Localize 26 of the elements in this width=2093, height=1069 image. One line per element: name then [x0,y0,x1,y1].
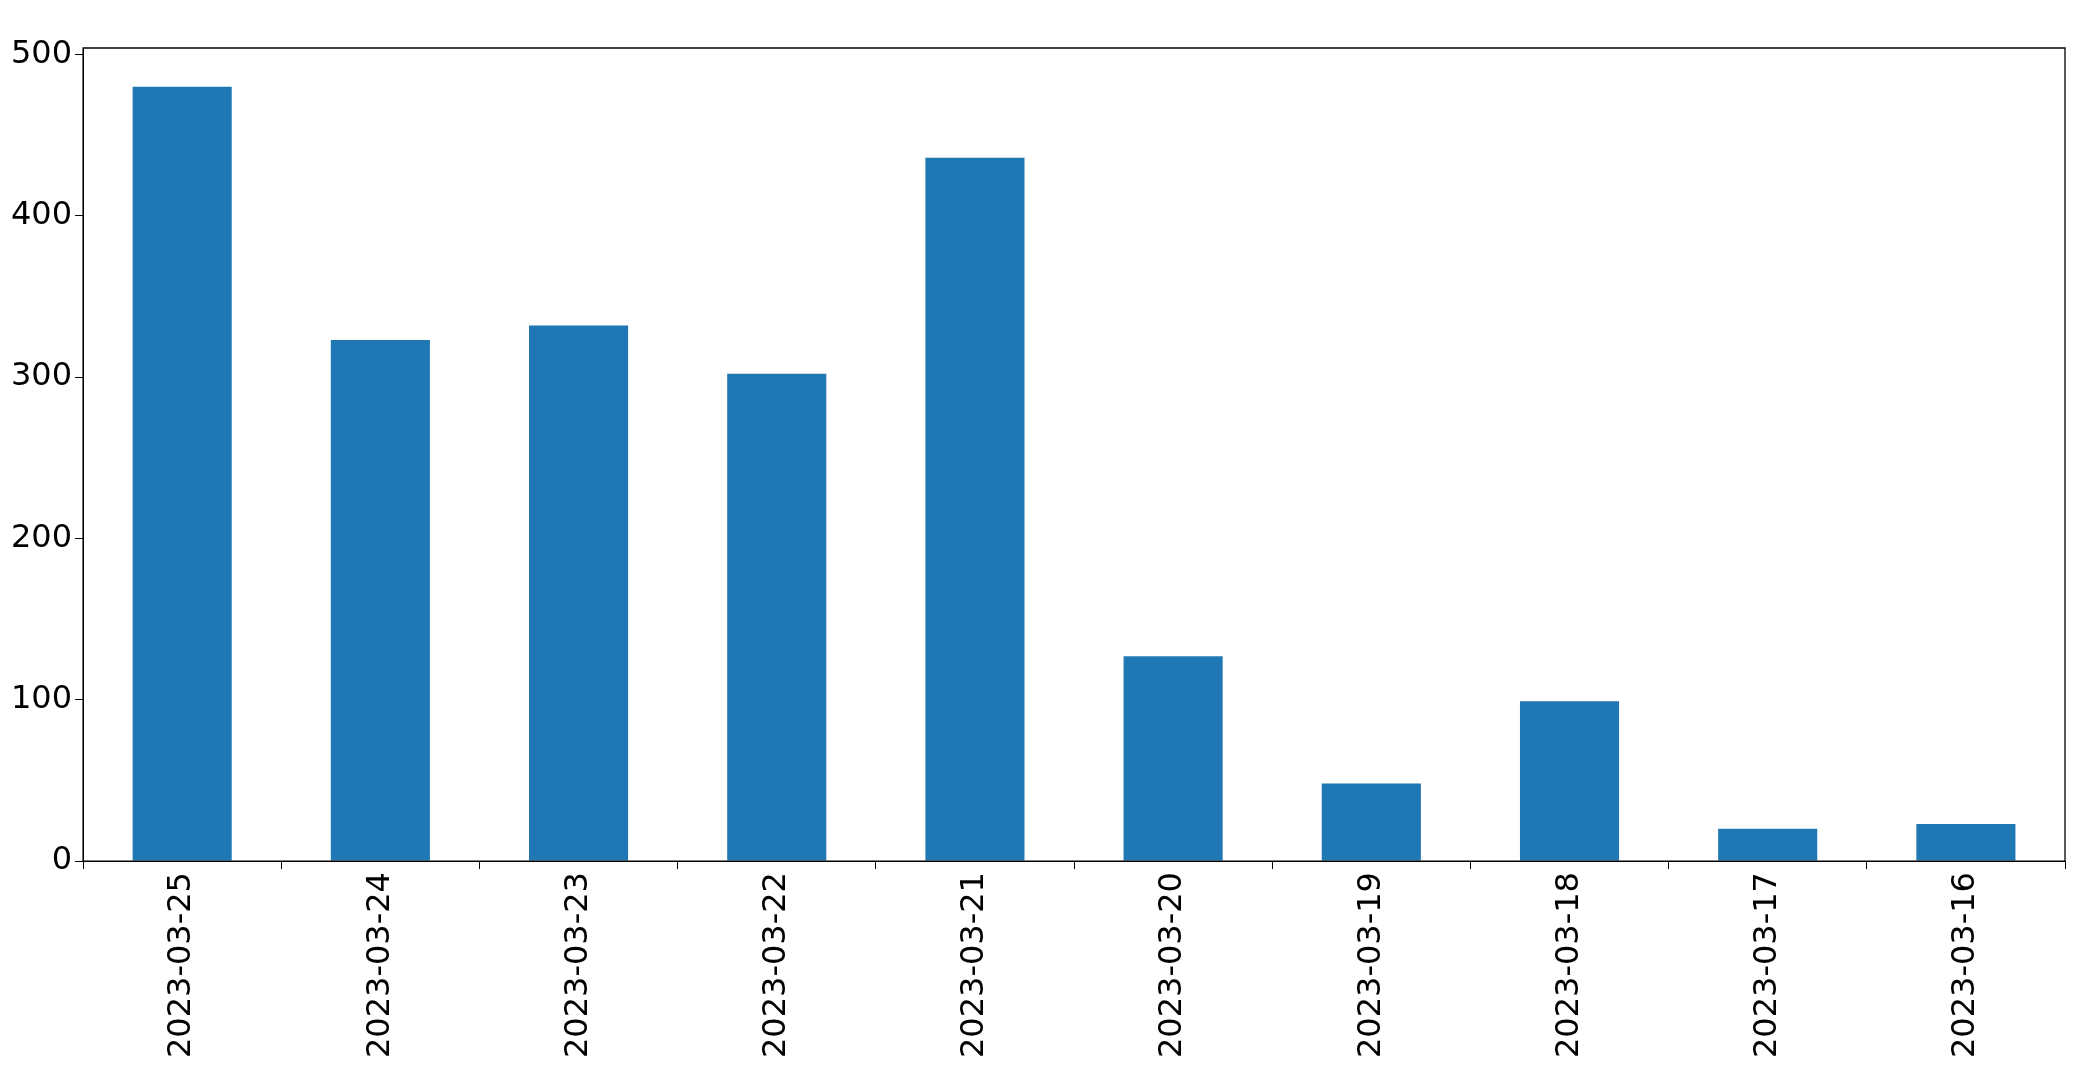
x-tick-label: 2023-03-21 [953,872,992,1058]
y-tick-label: 100 [11,678,73,717]
bar [925,157,1025,861]
bar [529,325,629,861]
x-tick-label: 2023-03-18 [1547,872,1586,1058]
y-tick-label: 400 [11,194,73,233]
bar [727,373,827,861]
bar [1123,656,1223,861]
bar [1916,823,2016,861]
bar [1321,783,1421,861]
y-tick-label: 200 [11,516,73,555]
bar [132,86,232,861]
x-tick-label: 2023-03-20 [1151,872,1190,1058]
y-tick-label: 300 [11,355,73,394]
bar [330,339,430,861]
x-tick-label: 2023-03-25 [160,872,199,1058]
x-tick-label: 2023-03-23 [556,872,595,1058]
x-tick-label: 2023-03-19 [1349,872,1388,1058]
x-tick-label: 2023-03-17 [1746,872,1785,1058]
x-tick-label: 2023-03-16 [1944,872,1983,1058]
bar [1718,828,1818,861]
bar [1519,701,1620,861]
y-tick-label: 500 [11,32,73,71]
x-tick-label: 2023-03-24 [358,872,397,1058]
x-tick-label: 2023-03-22 [755,872,794,1058]
y-tick-label: 0 [51,839,73,878]
